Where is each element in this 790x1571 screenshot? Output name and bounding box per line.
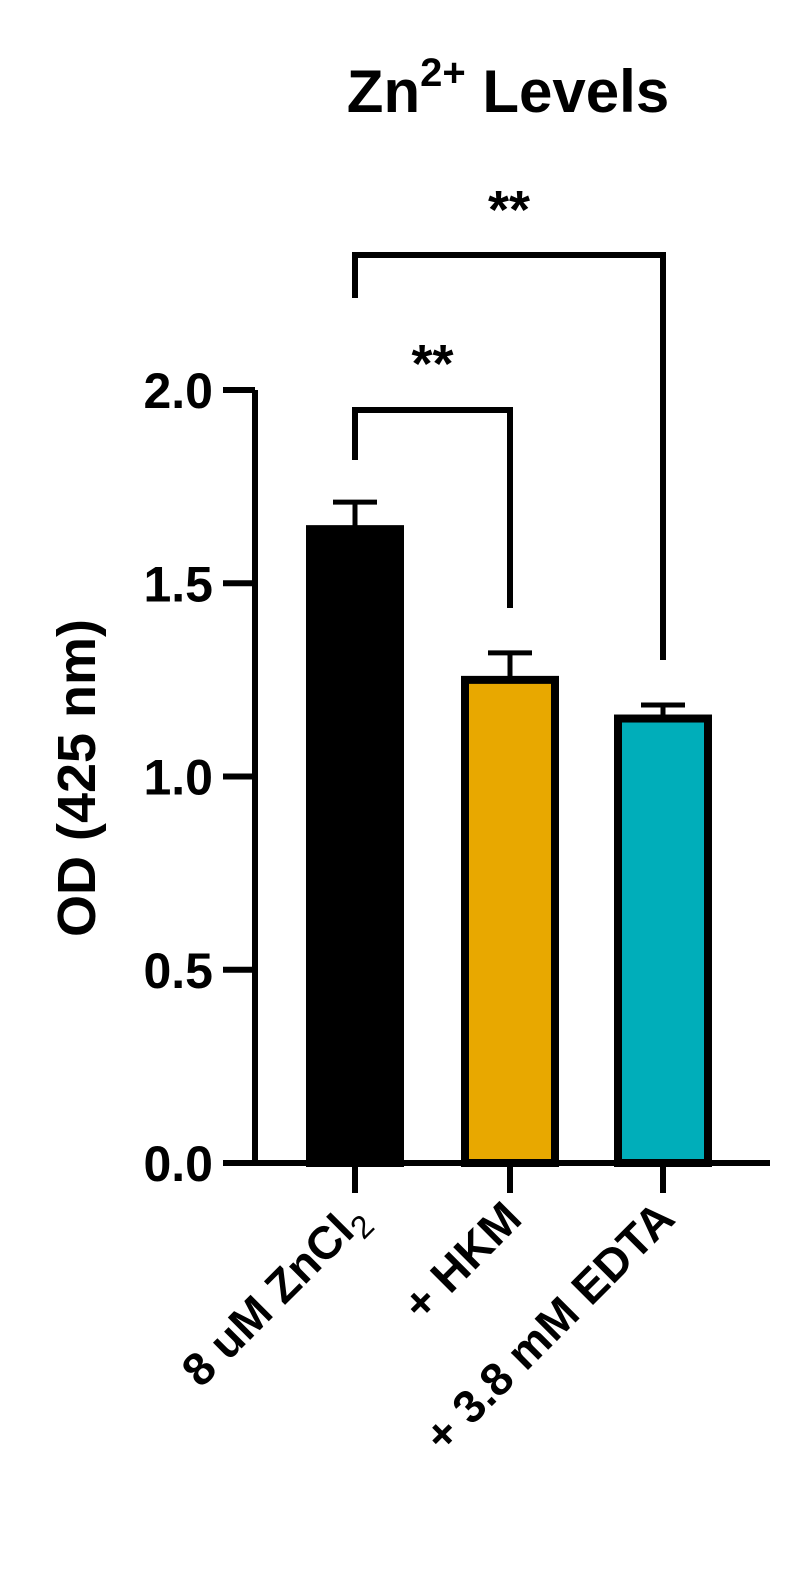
- plot-area: 0.00.51.01.52.08 uM ZnCl2 + HKM+ 3.8 mM E…: [143, 180, 770, 1462]
- bar-0: [306, 525, 404, 1167]
- x-tick-label-0: 8 uM ZnCl2: [171, 1191, 381, 1401]
- y-tick-label-0: 0.0: [143, 1136, 213, 1192]
- significance-bracket-1: [352, 252, 666, 660]
- x-tick-label-main-1: + HKM: [392, 1191, 531, 1330]
- y-tick-label-3: 1.5: [143, 556, 213, 612]
- chart-title-rest: Levels: [466, 58, 669, 125]
- bar-1: [461, 675, 559, 1167]
- y-axis-label: OD (425 nm): [47, 619, 107, 937]
- significance-label-0: **: [411, 334, 453, 394]
- significance-bracket-0: [352, 407, 513, 608]
- significance-label-1: **: [488, 180, 530, 240]
- y-tick-label-2: 1.0: [143, 750, 213, 806]
- chart-title: Zn2+ Levels: [347, 51, 669, 125]
- bar-2: [614, 714, 712, 1168]
- chart-title-main: Zn: [347, 58, 420, 125]
- chart-title-superscript: 2+: [420, 51, 466, 95]
- y-tick-label-1: 0.5: [143, 943, 213, 999]
- y-tick-label-4: 2.0: [143, 363, 213, 419]
- x-tick-label-main-0: 8 uM ZnCl: [171, 1204, 363, 1396]
- x-tick-label-1: + HKM: [392, 1191, 531, 1330]
